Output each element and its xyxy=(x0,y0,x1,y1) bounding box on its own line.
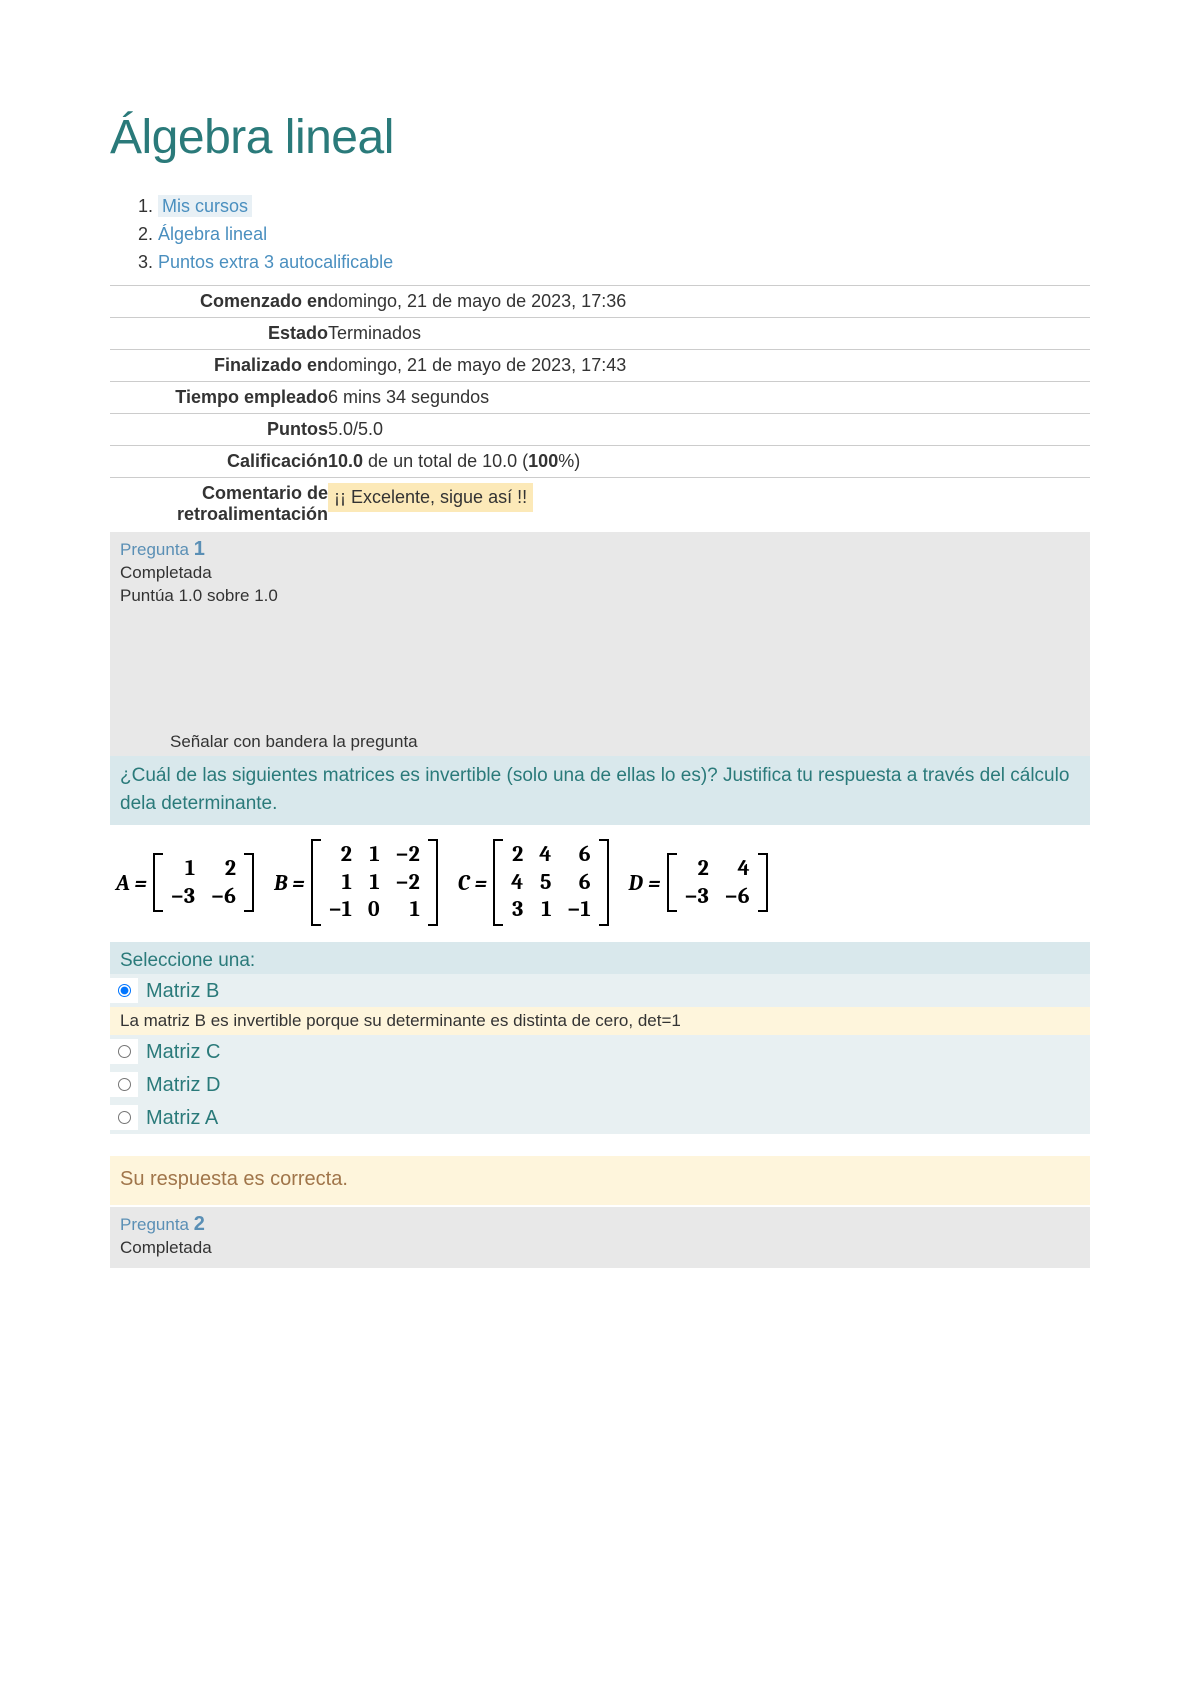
summary-value-finished: domingo, 21 de mayo de 2023, 17:43 xyxy=(328,349,1090,381)
table-row: Puntos 5.0/5.0 xyxy=(110,413,1090,445)
matrix-label-c: C = xyxy=(458,870,487,896)
breadcrumb-link-my-courses[interactable]: Mis cursos xyxy=(158,195,252,217)
summary-label-grade: Calificación xyxy=(110,445,328,477)
question-header: Pregunta 2 Completada xyxy=(110,1207,1090,1268)
summary-label-feedback: Comentario de retroalimentación xyxy=(110,477,328,530)
table-row: Finalizado en domingo, 21 de mayo de 202… xyxy=(110,349,1090,381)
table-row: Calificación 10.0 de un total de 10.0 (1… xyxy=(110,445,1090,477)
summary-label-finished: Finalizado en xyxy=(110,349,328,381)
summary-value-grade: 10.0 de un total de 10.0 (100%) xyxy=(328,445,1090,477)
feedback-badge: ¡¡ Excelente, sigue así !! xyxy=(328,483,533,512)
radio-cell xyxy=(110,978,138,1003)
summary-label-state: Estado xyxy=(110,317,328,349)
matrix-b: B = 21−211−2−101 xyxy=(274,839,438,926)
page-title: Álgebra lineal xyxy=(110,110,1090,165)
question-image-placeholder xyxy=(120,614,280,724)
attempt-summary-table: Comenzado en domingo, 21 de mayo de 2023… xyxy=(110,285,1090,530)
matrix-d: D = 24−3−6 xyxy=(629,853,768,912)
question-text: ¿Cuál de las siguientes matrices es inve… xyxy=(110,756,1090,825)
question-label: Pregunta xyxy=(120,540,194,559)
select-one-label: Seleccione una: xyxy=(110,942,1090,974)
table-row: Tiempo empleado 6 mins 34 segundos xyxy=(110,381,1090,413)
question-header: Pregunta 1 Completada Puntúa 1.0 sobre 1… xyxy=(110,532,1090,729)
option-matrix-a[interactable]: Matriz A xyxy=(110,1101,1090,1134)
question-score: Puntúa 1.0 sobre 1.0 xyxy=(120,584,1080,608)
summary-label-started: Comenzado en xyxy=(110,285,328,317)
option-matrix-b[interactable]: Matriz B xyxy=(110,974,1090,1007)
grade-mid: de un total de 10.0 ( xyxy=(363,451,528,471)
summary-label-time: Tiempo empleado xyxy=(110,381,328,413)
table-row: Comenzado en domingo, 21 de mayo de 2023… xyxy=(110,285,1090,317)
summary-value-state: Terminados xyxy=(328,317,1090,349)
breadcrumb-item: Álgebra lineal xyxy=(158,221,1090,249)
table-row: Estado Terminados xyxy=(110,317,1090,349)
breadcrumb: Mis cursos Álgebra lineal Puntos extra 3… xyxy=(110,193,1090,277)
matrix-b-values: 21−211−2−101 xyxy=(311,839,438,926)
grade-suffix: %) xyxy=(558,451,580,471)
options-group: Matriz B La matriz B es invertible porqu… xyxy=(110,974,1090,1134)
table-row: Comentario de retroalimentación ¡¡ Excel… xyxy=(110,477,1090,530)
radio-cell xyxy=(110,1105,138,1130)
matrix-a-values: 12−3−6 xyxy=(153,853,254,912)
answer-feedback: Su respuesta es correcta. xyxy=(110,1156,1090,1205)
breadcrumb-link-activity[interactable]: Puntos extra 3 autocalificable xyxy=(158,252,393,272)
matrix-c: C = 24645631−1 xyxy=(458,839,609,926)
option-radio[interactable] xyxy=(118,1045,131,1058)
question-1: Pregunta 1 Completada Puntúa 1.0 sobre 1… xyxy=(110,532,1090,1205)
option-label: Matriz B xyxy=(146,978,1080,1003)
grade-percent: 100 xyxy=(528,451,558,471)
question-matrices: A = 12−3−6 B = 21−211−2−101 C = 24645631… xyxy=(110,825,1090,942)
radio-cell xyxy=(110,1072,138,1097)
summary-value-feedback: ¡¡ Excelente, sigue así !! xyxy=(328,477,1090,530)
matrix-label-b: B = xyxy=(274,870,305,896)
question-status: Completada xyxy=(120,561,1080,585)
matrix-a: A = 12−3−6 xyxy=(116,853,254,912)
question-number: 2 xyxy=(194,1213,205,1235)
option-matrix-c[interactable]: Matriz C xyxy=(110,1035,1090,1068)
breadcrumb-item: Puntos extra 3 autocalificable xyxy=(158,249,1090,277)
matrix-label-d: D = xyxy=(629,870,661,896)
option-radio[interactable] xyxy=(118,984,131,997)
summary-value-time: 6 mins 34 segundos xyxy=(328,381,1090,413)
matrix-label-a: A = xyxy=(116,870,147,896)
summary-value-started: domingo, 21 de mayo de 2023, 17:36 xyxy=(328,285,1090,317)
grade-score: 10.0 xyxy=(328,451,363,471)
option-radio[interactable] xyxy=(118,1078,131,1091)
question-2: Pregunta 2 Completada xyxy=(110,1207,1090,1268)
option-label: Matriz A xyxy=(146,1105,1080,1130)
flag-question-link[interactable]: Señalar con bandera la pregunta xyxy=(110,728,1090,756)
option-feedback: La matriz B es invertible porque su dete… xyxy=(110,1007,1090,1035)
summary-label-points: Puntos xyxy=(110,413,328,445)
summary-value-points: 5.0/5.0 xyxy=(328,413,1090,445)
option-radio[interactable] xyxy=(118,1111,131,1124)
option-label: Matriz D xyxy=(146,1072,1080,1097)
radio-cell xyxy=(110,1039,138,1064)
breadcrumb-item: Mis cursos xyxy=(158,193,1090,221)
option-label: Matriz C xyxy=(146,1039,1080,1064)
matrix-c-values: 24645631−1 xyxy=(493,839,608,926)
question-number: 1 xyxy=(194,538,205,560)
question-status: Completada xyxy=(120,1236,1080,1260)
breadcrumb-link-course[interactable]: Álgebra lineal xyxy=(158,224,267,244)
matrix-d-values: 24−3−6 xyxy=(667,853,768,912)
option-matrix-d[interactable]: Matriz D xyxy=(110,1068,1090,1101)
question-label: Pregunta xyxy=(120,1215,194,1234)
